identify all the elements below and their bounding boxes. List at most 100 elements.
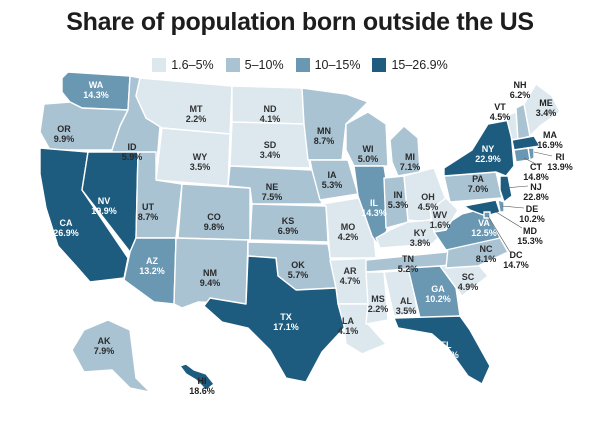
legend-label: 15–26.9% <box>391 58 448 72</box>
legend-label: 5–10% <box>244 58 284 72</box>
state-code: NM <box>203 268 217 278</box>
state-label-mt: MT2.2% <box>186 104 207 124</box>
state-al <box>383 269 419 317</box>
state-value: 14.8% <box>523 172 549 182</box>
legend-label: 1.6–5% <box>171 58 214 72</box>
leader-line <box>501 205 525 209</box>
state-label-tn: TN5.2% <box>398 254 419 274</box>
state-label-mi: MI7.1% <box>400 152 421 172</box>
leader-line <box>523 157 541 167</box>
state-code: CT <box>530 162 542 172</box>
state-code: NV <box>98 196 111 206</box>
state-value: 7.0% <box>468 184 489 194</box>
state-code: GA <box>431 284 445 294</box>
state-code: TN <box>402 254 414 264</box>
state-code: VA <box>478 218 490 228</box>
state-label-or: OR9.9% <box>54 124 75 144</box>
state-value: 10.2% <box>425 294 451 304</box>
state-value: 2.2% <box>368 304 389 314</box>
state-value: 22.8% <box>523 192 549 202</box>
state-label-wv: WV1.6% <box>430 210 451 230</box>
state-label-co: CO9.8% <box>204 212 225 232</box>
state-code: OK <box>291 260 305 270</box>
legend-swatch <box>225 58 240 72</box>
state-code: ME <box>539 98 553 108</box>
state-value: 4.1% <box>338 326 359 336</box>
state-value: 7.5% <box>262 192 283 202</box>
state-code: MN <box>317 126 331 136</box>
state-value: 7.9% <box>94 346 115 356</box>
state-label-ar: AR4.7% <box>340 266 361 286</box>
state-label-nd: ND4.1% <box>260 104 281 124</box>
state-value: 9.8% <box>204 222 225 232</box>
state-ks <box>249 203 329 243</box>
state-code: WI <box>363 144 374 154</box>
state-value: 14.3% <box>361 208 387 218</box>
state-label-oh: OH4.5% <box>418 192 439 212</box>
state-label-ky: KY3.8% <box>410 228 431 248</box>
state-ma <box>511 135 541 151</box>
state-label-me: ME3.4% <box>536 98 557 118</box>
state-ia <box>309 159 359 201</box>
state-code: IL <box>370 198 379 208</box>
state-code: VT <box>494 102 506 112</box>
legend-item: 10–15% <box>295 58 361 72</box>
state-label-nc: NC8.1% <box>476 244 497 264</box>
state-value: 5.3% <box>322 180 343 190</box>
state-value: 5.3% <box>388 200 409 210</box>
state-nm <box>173 237 249 309</box>
state-code: ID <box>128 142 138 152</box>
state-label-ms: MS2.2% <box>368 294 389 314</box>
state-sd <box>229 121 311 169</box>
state-value: 13.2% <box>139 266 165 276</box>
leader-line <box>495 211 523 229</box>
state-code: NY <box>482 144 495 154</box>
state-code: NC <box>480 244 493 254</box>
state-code: KS <box>282 216 295 226</box>
state-code: AK <box>98 336 111 346</box>
state-mn <box>301 87 369 161</box>
state-value: 4.9% <box>458 282 479 292</box>
state-code: DC <box>510 250 523 260</box>
state-fl <box>393 315 491 385</box>
state-value: 9.4% <box>200 278 221 288</box>
state-code: NH <box>514 80 527 90</box>
legend-swatch <box>372 58 387 72</box>
state-code: ND <box>264 104 277 114</box>
state-code: CA <box>60 218 73 228</box>
state-label-in: IN5.3% <box>388 190 409 210</box>
state-va <box>433 207 501 251</box>
state-value: 9.9% <box>54 134 75 144</box>
state-label-vt: VT4.5% <box>490 102 511 122</box>
state-value: 12.5% <box>471 228 497 238</box>
state-value: 19.9% <box>91 206 117 216</box>
legend-label: 10–15% <box>314 58 361 72</box>
legend-item: 5–10% <box>225 58 284 72</box>
state-code: PA <box>472 174 484 184</box>
state-code: HI <box>198 376 207 386</box>
state-code: MA <box>543 130 557 140</box>
state-value: 22.9% <box>475 154 501 164</box>
state-code: WY <box>193 152 208 162</box>
state-code: NE <box>266 182 279 192</box>
state-code: LA <box>342 316 354 326</box>
leader-line <box>503 185 529 189</box>
state-code: UT <box>142 202 154 212</box>
state-value: 4.5% <box>490 112 511 122</box>
state-code: MO <box>341 222 356 232</box>
state-label-la: LA4.1% <box>338 316 359 336</box>
state-value: 20.9% <box>433 350 459 360</box>
state-value: 4.5% <box>418 202 439 212</box>
state-code: MT <box>190 104 203 114</box>
state-code: NJ <box>530 182 542 192</box>
